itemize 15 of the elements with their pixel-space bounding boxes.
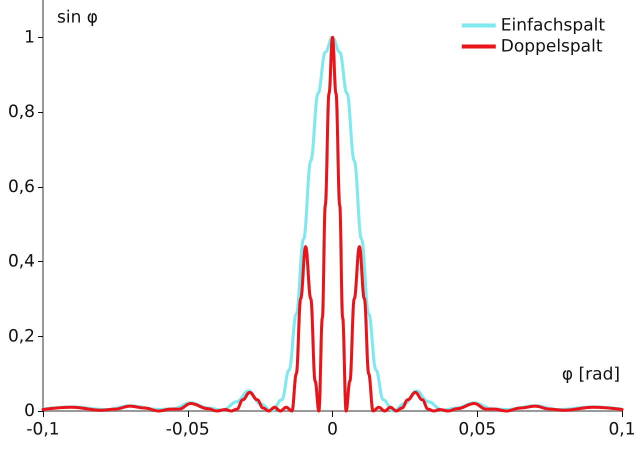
y-tick-label: 0 <box>24 401 35 421</box>
y-tick-label: 0,4 <box>8 252 35 272</box>
x-tick-label: 0,1 <box>608 420 636 440</box>
y-axis-title: sin φ <box>57 8 98 28</box>
legend-label: Doppelspalt <box>500 36 603 56</box>
y-tick-label: 0,6 <box>8 176 35 197</box>
x-tick-label: -0,05 <box>166 420 210 440</box>
x-tick-label: 0,05 <box>458 420 496 440</box>
y-tick-label: 0,8 <box>8 102 35 122</box>
y-tick-label: 1 <box>24 27 35 48</box>
x-tick-label: 0 <box>327 420 338 440</box>
legend-label: Einfachspalt <box>500 16 606 36</box>
x-axis-title: φ [rad] <box>562 364 620 384</box>
y-tick-label: 0,2 <box>8 326 35 346</box>
x-tick-label: -0,1 <box>26 420 60 440</box>
